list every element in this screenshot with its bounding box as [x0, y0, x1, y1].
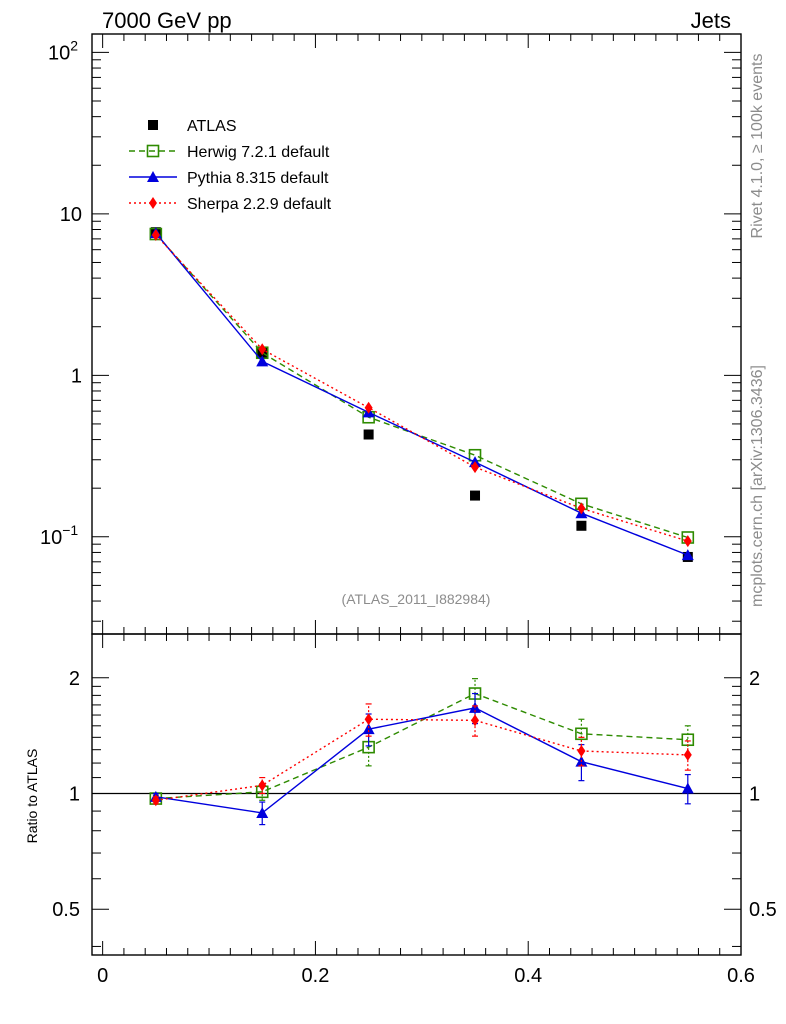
sherpa-point: [471, 461, 480, 474]
sherpa-point: [258, 343, 267, 356]
series-atlas: [150, 227, 693, 562]
sherpa-ratio-point: [364, 713, 373, 726]
plot-frames: [91, 33, 742, 956]
herwig-line: [155, 233, 689, 539]
ratio-plot-frame: [91, 633, 742, 956]
sherpa-point: [577, 502, 586, 515]
legend-marker-pythia: [147, 171, 159, 182]
series-pythia: [149, 227, 694, 561]
legend-marker-atlas: [148, 120, 158, 130]
y-tick-label: 102: [48, 37, 78, 64]
legend: ATLAS Herwig 7.2.1 default Pythia 8.315 de…: [129, 118, 332, 213]
sherpa-ratio-point: [683, 748, 692, 761]
axis-ticks: [92, 34, 742, 955]
rivet-label: Rivet 4.1.0, ≥ 100k events: [749, 54, 766, 239]
legend-item-herwig: Herwig 7.2.1 default: [129, 144, 330, 161]
legend-item-atlas: ATLAS: [148, 118, 237, 135]
y-tick-label: 10: [60, 204, 82, 226]
x-tick-label: 0.6: [727, 965, 755, 987]
series-herwig: [149, 227, 695, 544]
sherpa-ratio-point: [258, 779, 267, 792]
sherpa-line: [155, 234, 689, 542]
sherpa-point: [683, 535, 692, 548]
legend-label-atlas: ATLAS: [187, 118, 237, 135]
sherpa-ratio-line: [155, 718, 688, 801]
pythia-ratio-point: [362, 723, 375, 735]
y-tick-label-right: 1: [749, 783, 760, 805]
sherpa-ratio-point: [471, 714, 480, 727]
ratio-series-pythia: [149, 692, 694, 826]
legend-label-sherpa: Sherpa 2.2.9 default: [187, 196, 332, 213]
atlas-point: [470, 490, 481, 501]
x-tick-label: 0.2: [302, 965, 330, 987]
pythia-ratio-point: [256, 806, 269, 818]
pythia-point: [681, 549, 694, 561]
ratio-series-herwig: [149, 678, 695, 805]
y-tick-label: 10−1: [40, 522, 78, 549]
legend-marker-herwig: [146, 144, 160, 158]
sherpa-point: [364, 401, 373, 414]
legend-label-herwig: Herwig 7.2.1 default: [187, 144, 330, 161]
analysis-label: (ATLAS_2011_I882984): [342, 591, 491, 607]
ratio-series-sherpa: [151, 703, 692, 807]
y-tick-label: 1: [71, 365, 82, 387]
x-tick-label: 0.4: [514, 965, 542, 987]
y-tick-label-right: 0.5: [749, 899, 777, 921]
tick-labels: 0 0.2 0.4 0.6 10−1 1 10 102 0.5 0.5 1 1 2 2: [40, 37, 777, 987]
header-left: 7000 GeV pp: [102, 8, 232, 33]
y-tick-label: 0.5: [52, 899, 80, 921]
y-tick-label-right: 2: [749, 668, 760, 690]
legend-label-pythia: Pythia 8.315 default: [187, 170, 329, 187]
pythia-line: [155, 232, 689, 556]
y-tick-label: 2: [69, 668, 80, 690]
mcplots-label: mcplots.cern.ch [arXiv:1306.3436]: [749, 365, 766, 607]
pythia-ratio-line: [155, 707, 688, 814]
series-sherpa: [151, 228, 692, 548]
atlas-point: [576, 520, 587, 531]
sherpa-point: [151, 228, 160, 241]
header-right: Jets: [691, 8, 731, 33]
pythia-ratio-point: [681, 782, 694, 794]
legend-marker-sherpa: [149, 197, 157, 209]
ratio-plot-series: [149, 678, 695, 826]
ratio-y-axis-label: Ratio to ATLAS: [24, 749, 40, 844]
atlas-point: [363, 429, 374, 440]
legend-item-pythia: Pythia 8.315 default: [129, 170, 329, 187]
main-plot-series: [149, 227, 695, 562]
sherpa-ratio-point: [577, 744, 586, 757]
sherpa-ratio-point: [151, 794, 160, 807]
herwig-ratio-line: [155, 692, 688, 800]
x-tick-label: 0: [97, 965, 108, 987]
legend-item-sherpa: Sherpa 2.2.9 default: [129, 196, 332, 213]
herwig-ratio-point: [575, 727, 588, 741]
y-tick-label: 1: [69, 783, 80, 805]
pythia-point: [256, 355, 269, 367]
